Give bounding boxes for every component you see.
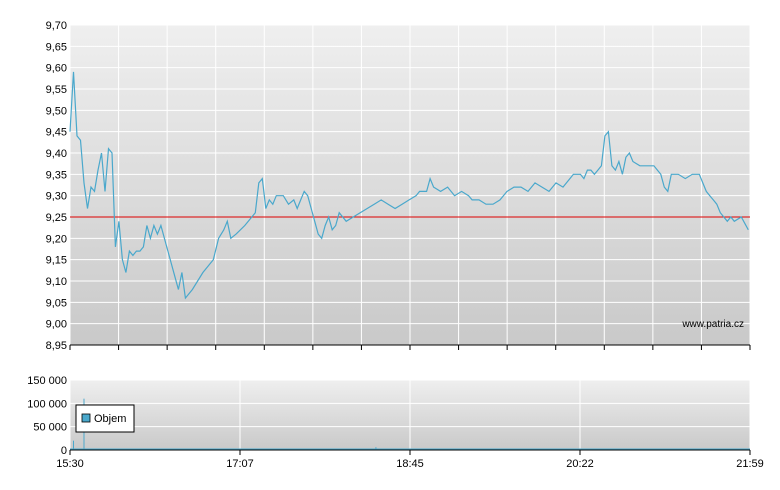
price-series-line — [69, 71, 749, 300]
price-y-tick-label: 9,10 — [46, 276, 67, 288]
volume-y-axis: 150 000 100 000 50 000 0 — [27, 375, 67, 457]
price-y-tick-label: 9,55 — [46, 84, 67, 96]
volume-legend: Objem — [75, 404, 135, 433]
x-tick-label: 20:22 — [566, 458, 594, 470]
x-tick-label: 21:59 — [736, 458, 764, 470]
watermark: www.patria.cz — [681, 319, 744, 330]
price-y-tick-label: 8,95 — [46, 340, 67, 352]
price-panel: 9,70 9,65 9,60 9,55 9,50 9,45 9,40 9,35 9,30 9,25… — [46, 20, 751, 352]
x-tick-label: 18:45 — [396, 458, 424, 470]
price-y-tick-label: 9,05 — [46, 297, 67, 309]
price-y-tick-label: 9,30 — [46, 191, 67, 203]
price-y-tick-label: 9,65 — [46, 41, 67, 53]
volume-y-tick-label: 100 000 — [27, 398, 67, 410]
price-y-tick-label: 9,60 — [46, 63, 67, 75]
price-y-tick-label: 9,00 — [46, 319, 67, 331]
legend-label: Objem — [94, 413, 126, 425]
price-y-tick-label: 9,25 — [46, 212, 67, 224]
x-tick-label: 15:30 — [56, 458, 84, 470]
volume-y-tick-label: 0 — [61, 445, 67, 457]
legend-swatch — [81, 413, 91, 423]
x-tick-label: 17:07 — [226, 458, 254, 470]
volume-y-tick-label: 50 000 — [33, 422, 67, 434]
price-y-tick-label: 9,35 — [46, 169, 67, 181]
price-grid — [69, 24, 751, 346]
price-y-tick-label: 9,20 — [46, 233, 67, 245]
volume-y-tick-label: 150 000 — [27, 375, 67, 387]
price-y-tick-label: 9,50 — [46, 105, 67, 117]
legend-box — [75, 404, 135, 433]
price-y-tick-label: 9,45 — [46, 127, 67, 139]
volume-x-axis-labels: 15:30 17:07 18:45 20:22 21:59 — [56, 450, 764, 470]
volume-panel: 150 000 100 000 50 000 0 15:30 17:07 18:45 20:… — [27, 375, 764, 470]
price-y-axis: 9,70 9,65 9,60 9,55 9,50 9,45 9,40 9,35 9,30 9,25… — [46, 20, 67, 352]
price-x-ticks — [69, 345, 751, 350]
price-y-tick-label: 9,70 — [46, 20, 67, 32]
price-y-tick-label: 9,15 — [46, 255, 67, 267]
price-y-tick-label: 9,40 — [46, 148, 67, 160]
